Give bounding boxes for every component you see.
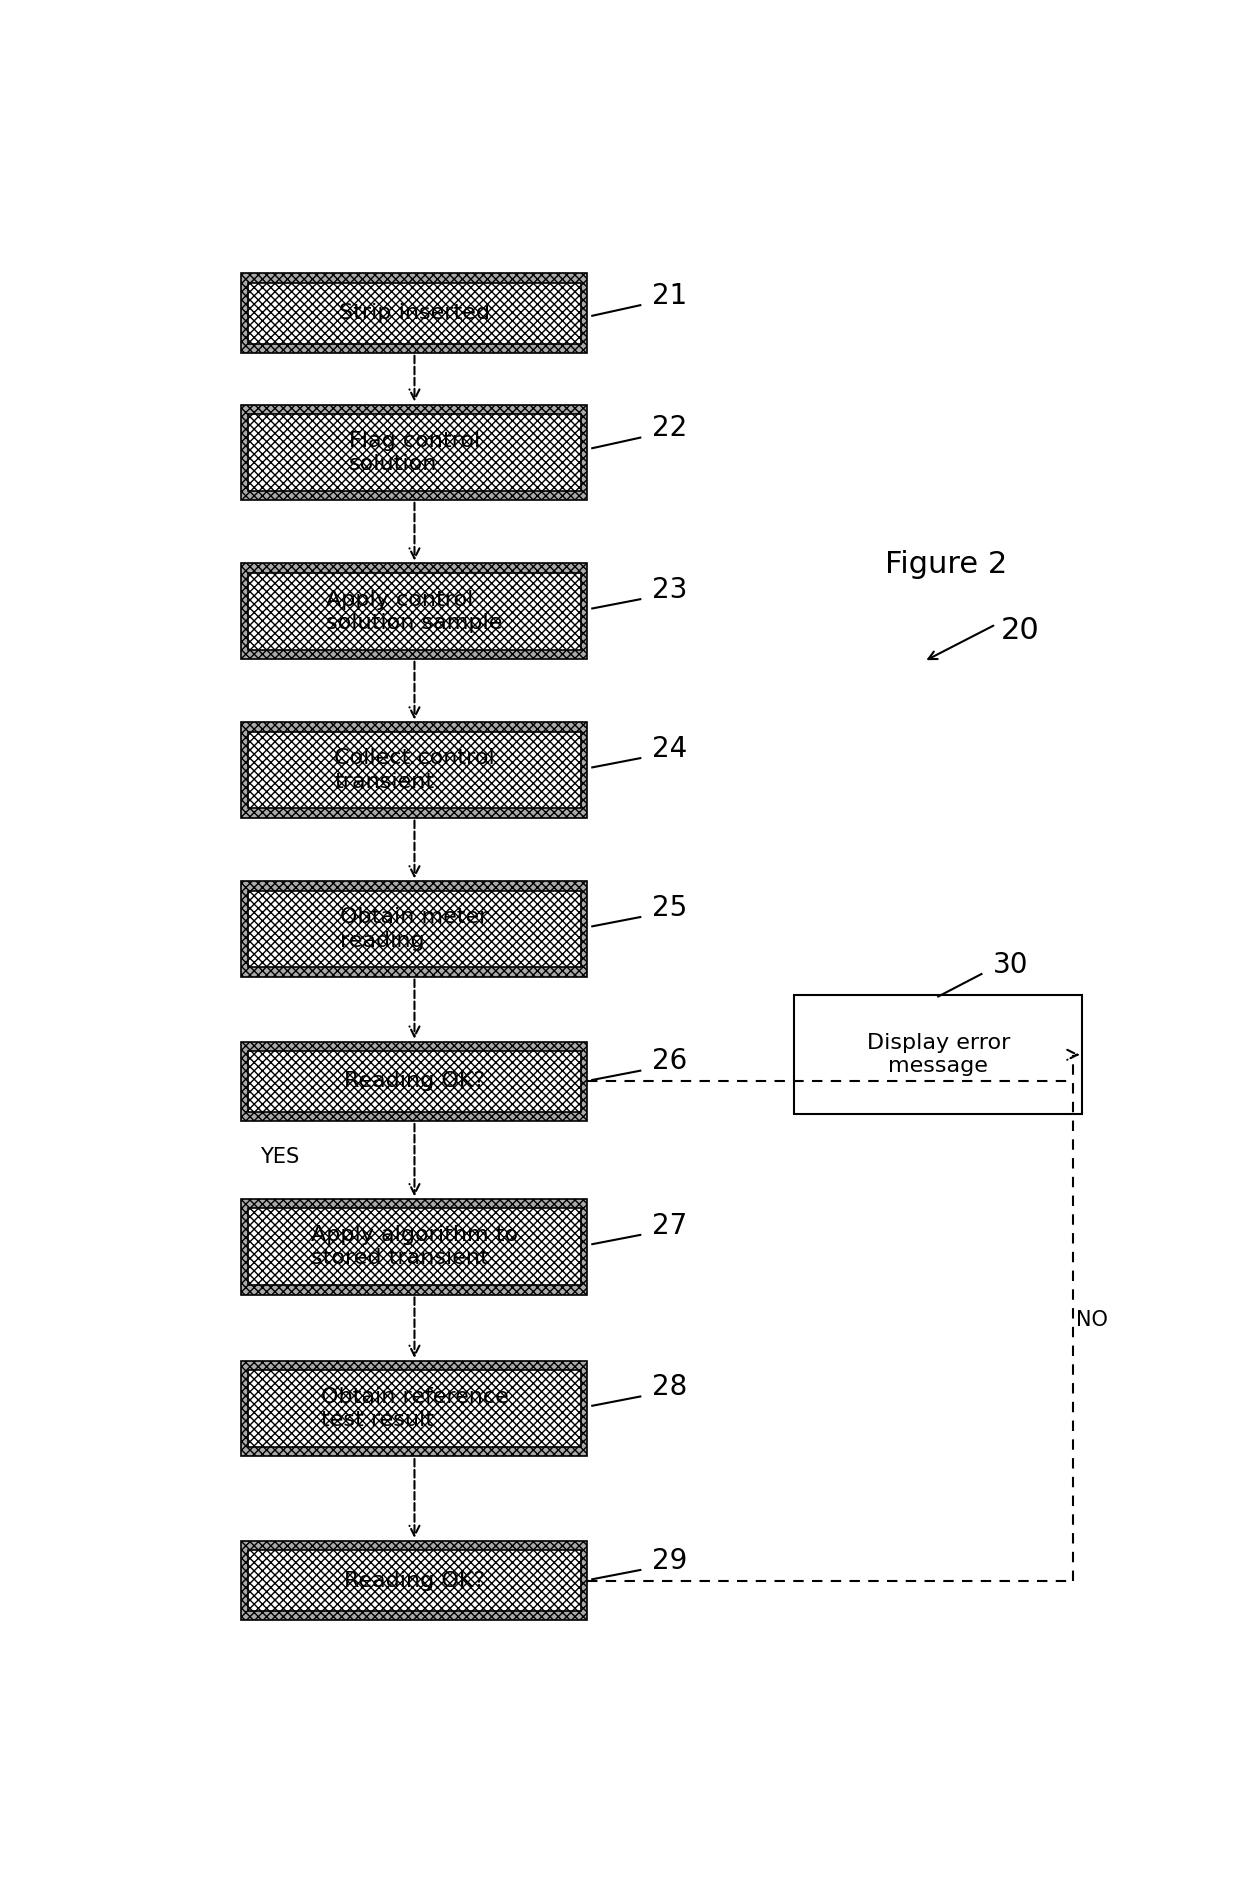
Bar: [242, 1540, 588, 1620]
Bar: [242, 564, 588, 658]
Bar: [242, 1042, 588, 1120]
Text: Obtain meter
reading: Obtain meter reading: [340, 908, 489, 950]
Text: Collect control
transient: Collect control transient: [334, 749, 495, 791]
Bar: [248, 414, 580, 490]
Bar: [242, 1360, 588, 1457]
Text: 23: 23: [652, 575, 687, 604]
Text: 27: 27: [652, 1211, 687, 1239]
Text: Figure 2: Figure 2: [885, 551, 1008, 579]
Bar: [248, 573, 580, 649]
Bar: [242, 1360, 588, 1457]
Bar: [248, 414, 580, 490]
Bar: [242, 1042, 588, 1120]
Text: Apply algorithm to
stored transient: Apply algorithm to stored transient: [311, 1226, 518, 1268]
Bar: [242, 723, 588, 817]
Bar: [248, 891, 580, 967]
Bar: [242, 272, 588, 352]
Text: 22: 22: [652, 414, 687, 443]
Bar: [248, 282, 580, 344]
Text: 21: 21: [652, 282, 687, 310]
Text: 28: 28: [652, 1374, 687, 1402]
Text: Flag control
solution: Flag control solution: [348, 431, 480, 473]
Bar: [242, 405, 588, 499]
Bar: [242, 1200, 588, 1294]
Bar: [248, 732, 580, 808]
Text: 30: 30: [993, 952, 1028, 978]
Bar: [794, 995, 1083, 1114]
Text: Reading OK?: Reading OK?: [343, 1570, 485, 1591]
Text: 26: 26: [652, 1048, 687, 1075]
Text: Display error
message: Display error message: [867, 1033, 1009, 1077]
Text: 25: 25: [652, 893, 687, 921]
Text: NO: NO: [1076, 1309, 1107, 1330]
Bar: [248, 573, 580, 649]
Bar: [248, 1050, 580, 1112]
Bar: [248, 1370, 580, 1447]
Bar: [248, 1050, 580, 1112]
Bar: [248, 732, 580, 808]
Bar: [242, 882, 588, 976]
Text: YES: YES: [260, 1147, 300, 1167]
Text: 29: 29: [652, 1548, 687, 1574]
Bar: [242, 1540, 588, 1620]
Bar: [248, 1550, 580, 1612]
Bar: [242, 272, 588, 352]
Bar: [242, 1200, 588, 1294]
Bar: [242, 405, 588, 499]
Bar: [248, 1209, 580, 1285]
Bar: [248, 282, 580, 344]
Bar: [242, 564, 588, 658]
Text: Strip inserted: Strip inserted: [339, 303, 490, 324]
Bar: [248, 891, 580, 967]
Bar: [248, 1370, 580, 1447]
Bar: [248, 1550, 580, 1612]
Text: Obtain reference
test result: Obtain reference test result: [321, 1387, 508, 1430]
Bar: [248, 1209, 580, 1285]
Bar: [242, 882, 588, 976]
Text: 24: 24: [652, 734, 687, 762]
Bar: [242, 723, 588, 817]
Text: Reading OK?: Reading OK?: [343, 1071, 485, 1092]
Text: Apply control
solution sample: Apply control solution sample: [326, 590, 502, 632]
Text: 20: 20: [1001, 617, 1039, 645]
